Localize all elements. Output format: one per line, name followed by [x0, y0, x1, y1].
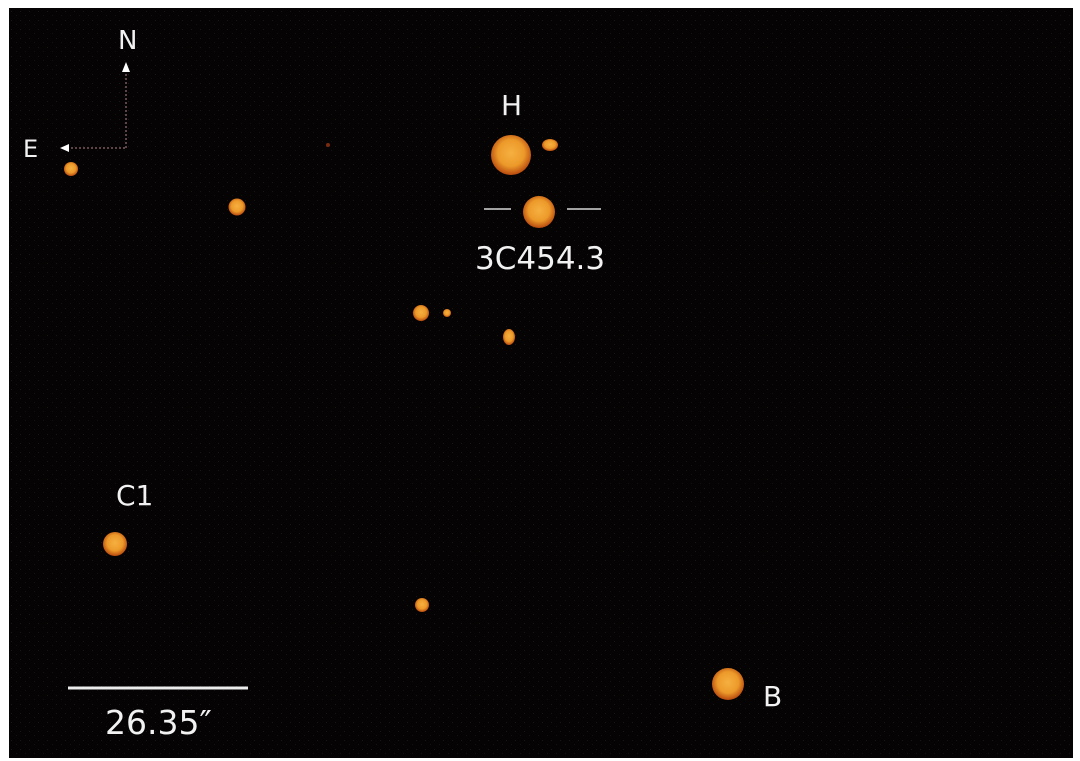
north-arrow-head — [122, 62, 130, 72]
east-arrow-head — [60, 144, 69, 152]
star-field — [9, 8, 1073, 758]
star — [542, 139, 558, 151]
star — [228, 198, 246, 216]
scale-bar-label: 26.35″ — [105, 703, 212, 742]
star — [326, 143, 330, 147]
star-c1 — [103, 532, 127, 556]
compass — [60, 62, 130, 152]
finder-chart-image: N E H 3C454.3 C1 B 26.35″ — [9, 8, 1073, 758]
star — [413, 305, 429, 321]
target-label: 3C454.3 — [475, 241, 606, 277]
star — [503, 329, 515, 345]
star-c1-label: C1 — [116, 479, 154, 512]
star-b — [712, 668, 744, 700]
star-h — [491, 135, 531, 175]
star-3c454-3 — [523, 196, 555, 228]
stars — [64, 135, 744, 700]
star — [415, 598, 429, 612]
star-h-label: H — [501, 89, 523, 122]
east-label: E — [23, 135, 39, 163]
star — [443, 309, 451, 317]
star — [64, 162, 78, 176]
star-b-label: B — [763, 680, 783, 713]
north-label: N — [118, 26, 138, 56]
